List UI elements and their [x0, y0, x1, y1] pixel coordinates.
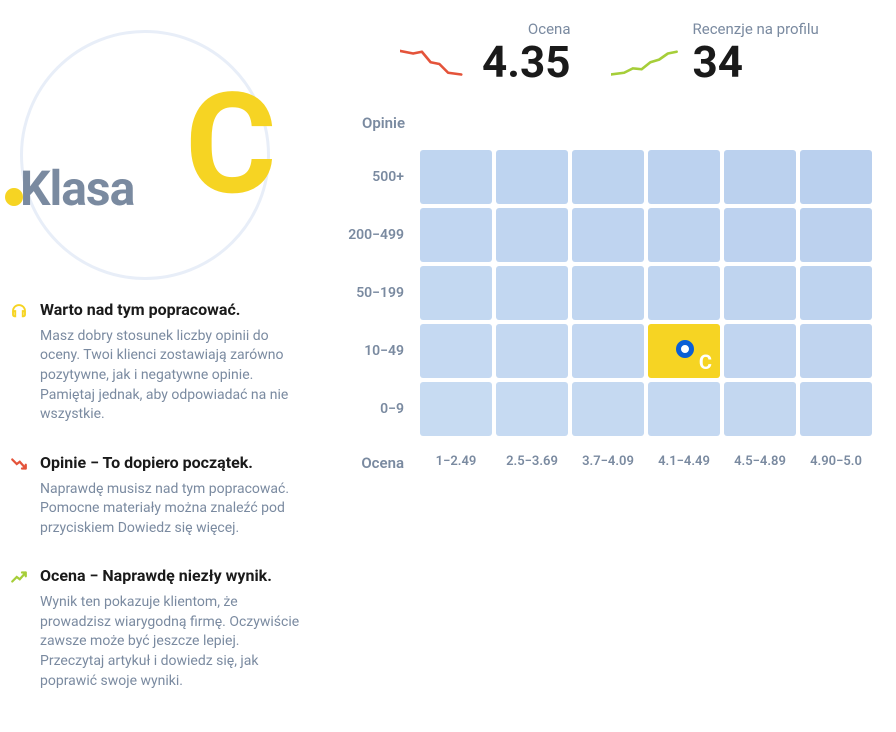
heatmap-x-title: Ocena [340, 454, 420, 472]
heatmap-cell [800, 150, 872, 204]
tip-item: Opinie − To dopiero początek. Naprawdę mu… [10, 453, 310, 539]
heatmap-row-label: 500+ [340, 169, 420, 185]
heatmap-cell [572, 324, 644, 378]
heatmap-y-title: Opinie [362, 114, 886, 132]
tip-title: Ocena − Naprawdę niezły wynik. [40, 566, 300, 587]
heatmap-cell: C [648, 324, 720, 378]
heatmap-row-label: 50−199 [340, 285, 420, 301]
heatmap-cell [572, 150, 644, 204]
heatmap-x-label: 4.1−4.49 [648, 454, 720, 472]
metric-reviews-value: 34 [693, 40, 819, 84]
heatmap-cell [572, 382, 644, 436]
class-badge: Klasa C [10, 20, 310, 270]
trend-up-icon [611, 44, 681, 84]
class-label: Klasa [20, 160, 134, 217]
heatmap-cell [724, 382, 796, 436]
heatmap-cell [496, 382, 568, 436]
heatmap-cell [420, 382, 492, 436]
headphones-icon [10, 300, 40, 425]
metric-rating: Ocena 4.35 [400, 20, 571, 84]
tip-item: Ocena − Naprawdę niezły wynik. Wynik ten … [10, 566, 310, 691]
heatmap-cell [420, 150, 492, 204]
tip-text: Wynik ten pokazuje klientom, że prowadzi… [40, 593, 300, 691]
heatmap-row: 0−9 [340, 382, 886, 436]
heatmap-row: 50−199 [340, 266, 886, 320]
heatmap-x-label: 2.5−3.69 [496, 454, 568, 472]
heatmap-cell [572, 266, 644, 320]
heatmap-cell [724, 266, 796, 320]
tip-text: Masz dobry stosunek liczby opinii do oce… [40, 327, 300, 425]
class-letter: C [185, 75, 277, 215]
heatmap-cell [648, 266, 720, 320]
heatmap-x-labels: 1−2.492.5−3.693.7−4.094.1−4.494.5−4.894.… [420, 454, 872, 472]
heatmap-cell [648, 208, 720, 262]
heatmap-row-label: 200−499 [340, 227, 420, 243]
marker-letter: C [699, 350, 712, 374]
heatmap-cell [496, 150, 568, 204]
trend-down-icon [400, 44, 470, 84]
heatmap-cell [724, 324, 796, 378]
heatmap-cell [496, 266, 568, 320]
heatmap-row: 500+ [340, 150, 886, 204]
metric-rating-value: 4.35 [482, 40, 571, 84]
heatmap-cell [420, 324, 492, 378]
heatmap-cell [800, 266, 872, 320]
heatmap-cell [800, 324, 872, 378]
heatmap-cell [800, 382, 872, 436]
heatmap-cell [572, 208, 644, 262]
heatmap-row-label: 0−9 [340, 401, 420, 417]
heatmap-cell [496, 208, 568, 262]
heatmap-row-label: 10−49 [340, 343, 420, 359]
trend-down-icon [10, 453, 40, 539]
marker-ring-icon [676, 340, 694, 358]
heatmap-row: 200−499 [340, 208, 886, 262]
heatmap-cell [496, 324, 568, 378]
heatmap-x-label: 4.5−4.89 [724, 454, 796, 472]
heatmap-cell [420, 208, 492, 262]
tip-title: Warto nad tym popracować. [40, 300, 300, 321]
heatmap-cell [648, 382, 720, 436]
heatmap-x-label: 1−2.49 [420, 454, 492, 472]
metrics-row: Ocena 4.35 Recenzje na profilu 34 [340, 20, 886, 84]
heatmap: Opinie 500+200−49950−19910−49C0−9 Ocena … [340, 114, 886, 472]
heatmap-x-label: 3.7−4.09 [572, 454, 644, 472]
tip-item: Warto nad tym popracować. Masz dobry stos… [10, 300, 310, 425]
tips-list: Warto nad tym popracować. Masz dobry stos… [10, 300, 310, 691]
heatmap-x-label: 4.90−5.0 [800, 454, 872, 472]
heatmap-body: 500+ 200−499 50−199 10−49 C 0−9 [340, 150, 886, 436]
trend-up-icon [10, 566, 40, 691]
heatmap-cell [724, 150, 796, 204]
heatmap-cell [800, 208, 872, 262]
heatmap-cell [648, 150, 720, 204]
heatmap-row: 10−49 C [340, 324, 886, 378]
heatmap-cell [420, 266, 492, 320]
tip-title: Opinie − To dopiero początek. [40, 453, 300, 474]
heatmap-cell [724, 208, 796, 262]
tip-text: Naprawdę musisz nad tym popracować. Pomo… [40, 480, 300, 539]
metric-reviews: Recenzje na profilu 34 [611, 20, 819, 84]
